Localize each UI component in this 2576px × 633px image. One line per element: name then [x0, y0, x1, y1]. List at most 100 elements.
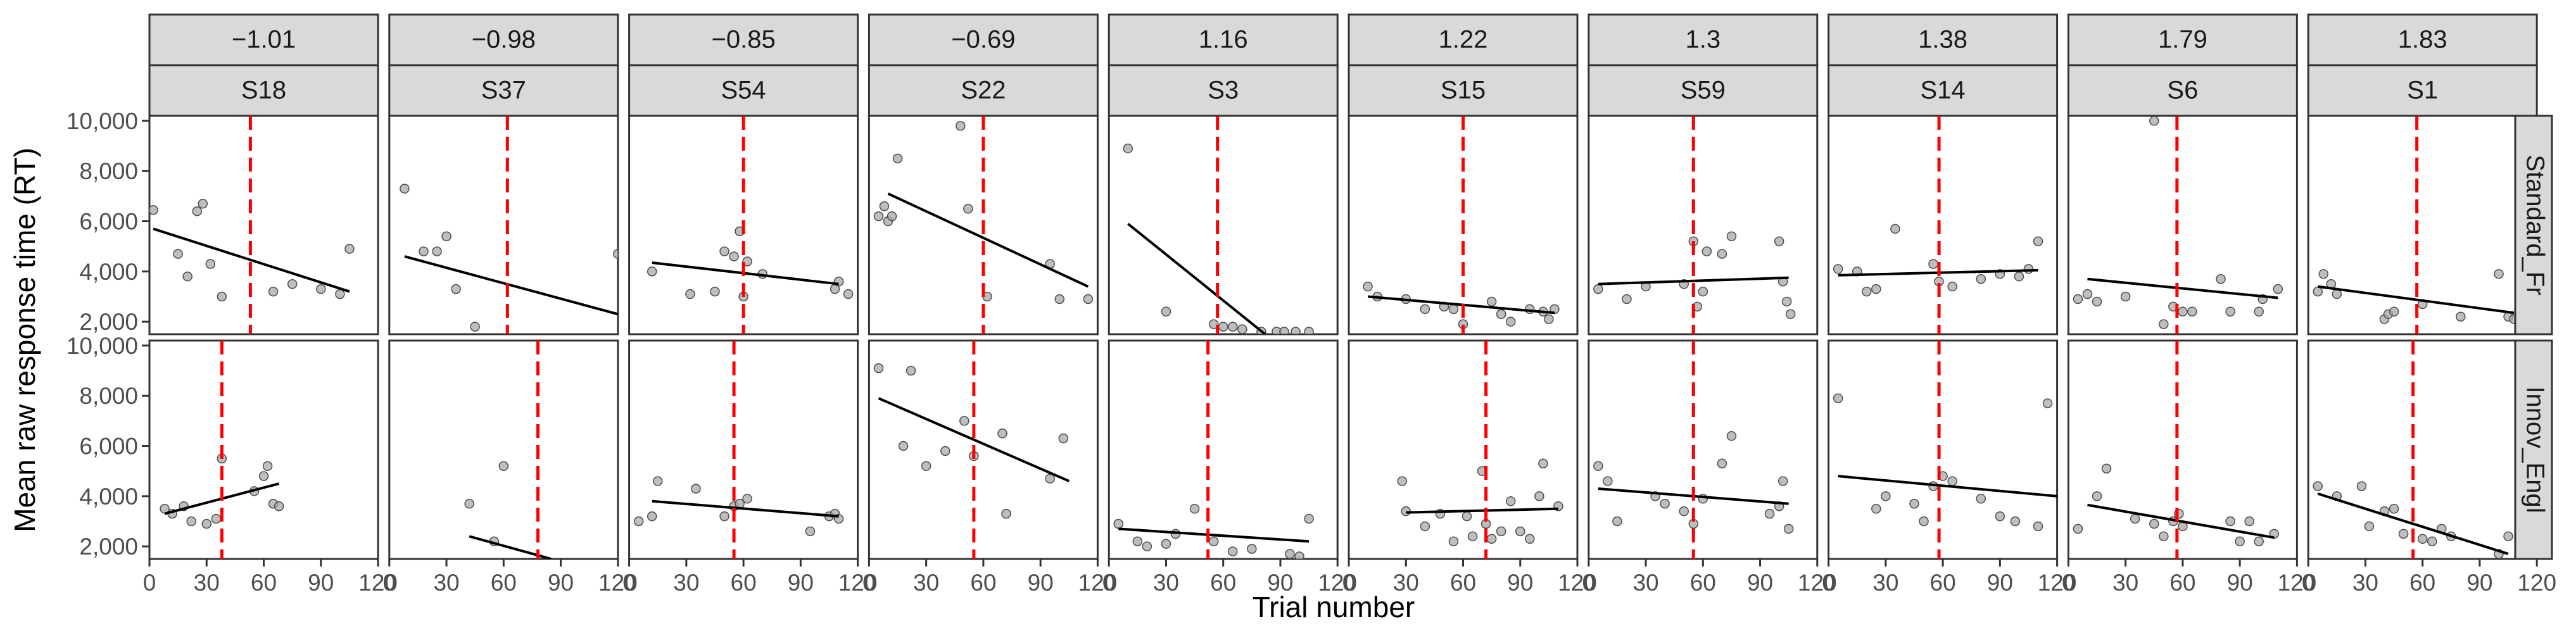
strip-value-box	[868, 13, 1099, 66]
data-point	[198, 199, 208, 209]
x-tick-label: 120	[2038, 570, 2077, 596]
panel-S15-Innov_Engl: 0 30 60 90 120	[1342, 339, 1597, 596]
x-tick-label: 30	[433, 570, 459, 596]
x-tick-label: 90	[548, 570, 574, 596]
strip-subject-label: S1	[2407, 77, 2438, 104]
data-point	[2417, 534, 2428, 544]
data-point	[2427, 536, 2437, 546]
data-point	[1777, 476, 1788, 486]
x-tick-label: 120	[2517, 570, 2556, 596]
data-point	[498, 461, 509, 472]
strip-value-label: −0.98	[472, 26, 536, 54]
data-point	[217, 291, 227, 302]
data-point	[2159, 531, 2169, 542]
data-point	[1161, 539, 1171, 549]
x-tick-label: 120	[598, 570, 638, 596]
data-point	[2092, 296, 2102, 307]
data-point	[719, 246, 729, 256]
data-point	[2178, 306, 2188, 317]
x-tick-label: 120	[358, 570, 398, 596]
data-point	[963, 203, 973, 214]
data-point	[1058, 433, 1068, 444]
data-point	[1726, 231, 1737, 242]
data-point	[441, 231, 451, 242]
strip-value-box	[1828, 13, 2059, 66]
strip-value-box	[1588, 13, 1819, 66]
data-point	[268, 286, 279, 297]
panel-frame	[1108, 115, 1339, 335]
data-point	[432, 246, 442, 256]
data-point	[1947, 281, 1957, 292]
data-point	[1622, 294, 1632, 304]
x-tick-label: 90	[2466, 570, 2492, 596]
x-tick-label: 30	[2352, 570, 2378, 596]
data-point	[1833, 264, 1843, 274]
panel-S18-Standard_Fr: 2,000 4,000 6,000 8,000 10,000	[66, 108, 379, 335]
data-point	[1486, 534, 1497, 544]
strip-value-box	[148, 13, 379, 66]
data-point	[1833, 393, 1843, 403]
strip-value-label: −1.01	[232, 26, 296, 54]
panel-S14-Innov_Engl: 0 30 60 90 120	[1822, 339, 2077, 596]
panel-S1-Standard_Fr	[2307, 115, 2538, 335]
x-tick-label: 90	[1987, 570, 2013, 596]
x-tick-label: 60	[1210, 570, 1236, 596]
data-point	[1208, 319, 1219, 329]
strip-value-label: 1.83	[2398, 26, 2447, 54]
x-tick-label: 0	[383, 570, 396, 596]
panel-frame	[2307, 115, 2538, 335]
data-point	[186, 516, 196, 527]
data-point	[1881, 491, 1891, 501]
data-point	[2235, 536, 2245, 546]
data-point	[1660, 499, 1670, 509]
data-point	[1774, 236, 1784, 247]
data-point	[400, 184, 410, 194]
strip-value-label: 1.38	[1918, 26, 1967, 54]
data-point	[892, 153, 903, 164]
panel-S15-Standard_Fr	[1348, 115, 1579, 335]
data-point	[2503, 531, 2513, 542]
data-point	[1702, 246, 1712, 256]
data-point	[2273, 284, 2283, 294]
data-point	[1486, 296, 1497, 307]
panel-S6-Standard_Fr	[2067, 115, 2298, 335]
facet-column-S15: 1.22 S15 0 30 60 90 120	[1342, 13, 1597, 596]
data-point	[1919, 516, 1929, 527]
data-point	[1505, 316, 1516, 327]
strip-subject-label: S18	[241, 77, 286, 104]
data-point	[2120, 291, 2131, 302]
panel-S22-Standard_Fr	[868, 115, 1099, 335]
x-tick-label: 60	[1450, 570, 1476, 596]
data-point	[2332, 289, 2342, 299]
data-point	[1113, 518, 1123, 529]
strip-subject-label: S14	[1921, 77, 1966, 104]
data-point	[1871, 284, 1881, 294]
data-point	[1679, 506, 1689, 517]
panel-S6-Innov_Engl: 0 30 60 90 120	[2062, 339, 2317, 596]
data-point	[2254, 536, 2264, 546]
x-tick-label: 120	[2278, 570, 2317, 596]
data-point	[873, 363, 884, 373]
x-tick-label: 120	[838, 570, 878, 596]
panel-S54-Standard_Fr	[628, 115, 859, 335]
data-point	[1717, 249, 1727, 259]
data-point	[173, 249, 183, 259]
data-point	[1534, 491, 1544, 501]
x-tick-label: 120	[1798, 570, 1837, 596]
x-tick-label: 30	[1153, 570, 1179, 596]
data-point	[959, 416, 969, 426]
facet-column-S37: −0.98 S37 0 30 60 90 120	[383, 13, 638, 596]
strip-subject-box	[2307, 64, 2538, 117]
data-point	[2010, 516, 2021, 527]
regression-line	[878, 397, 1070, 482]
row-strip-label: Standard_Fr	[2521, 154, 2549, 295]
regression-line	[887, 192, 1089, 288]
data-point	[1995, 511, 2005, 522]
data-point	[2313, 481, 2323, 491]
data-point	[729, 251, 739, 261]
data-point	[1783, 523, 1794, 534]
strip-value-box	[388, 13, 619, 66]
x-tick-label: 90	[788, 570, 814, 596]
regression-line	[1598, 276, 1789, 285]
panel-S1-Innov_Engl: 0 30 60 90 120	[2302, 339, 2556, 596]
